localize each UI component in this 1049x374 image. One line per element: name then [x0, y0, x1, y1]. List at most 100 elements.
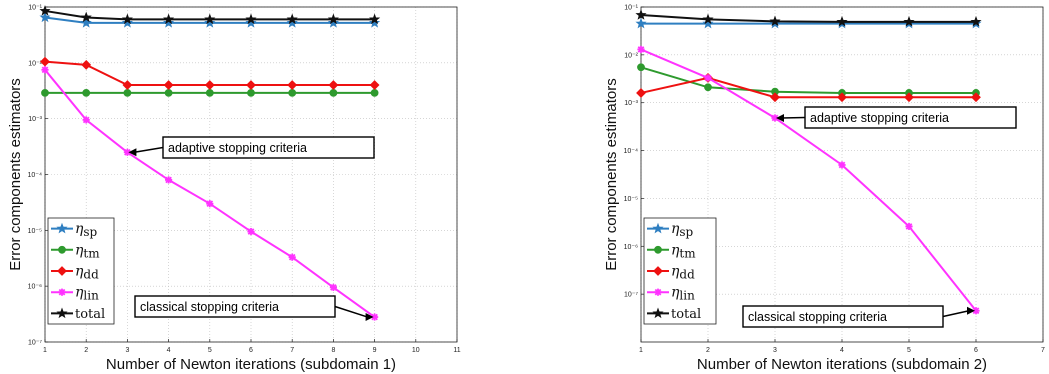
data-point: [635, 17, 647, 29]
series-total: [635, 9, 982, 27]
data-point: [82, 88, 91, 97]
series-dd: [40, 56, 380, 90]
annotation-arrow-head: [365, 313, 374, 322]
data-point: [41, 88, 49, 97]
legend-marker: [56, 222, 68, 234]
y-tick-label: 10⁻³: [28, 116, 42, 123]
data-point: [39, 11, 51, 23]
series-total: [39, 5, 381, 25]
x-tick-label: 4: [167, 347, 171, 354]
data-point: [39, 5, 51, 16]
data-point: [702, 13, 714, 25]
x-tick-label: 2: [706, 347, 710, 354]
data-point: [327, 13, 339, 25]
data-point: [80, 17, 92, 28]
data-point: [41, 66, 49, 74]
data-point: [288, 253, 296, 261]
legend-entry: ηlin: [51, 285, 99, 303]
data-point: [204, 80, 215, 90]
x-tick-label: 6: [249, 347, 253, 354]
data-point: [636, 88, 646, 98]
data-point: [123, 88, 132, 97]
y-tick-label: 10⁻²: [28, 60, 42, 67]
legend: ηsp ηtm ηdd ηlin total: [47, 217, 115, 325]
data-point: [836, 15, 848, 27]
series-line: [640, 48, 977, 312]
y-tick-label: 10⁻²: [624, 52, 638, 59]
legend-marker: [654, 288, 662, 296]
data-point: [288, 88, 297, 97]
legend-label: ηdd: [671, 264, 695, 282]
x-tick-label: 4: [840, 347, 844, 354]
axes-frame: [44, 6, 458, 343]
x-tick-label: 10: [412, 347, 420, 354]
data-point: [204, 17, 216, 28]
x-axis-label: Number of Newton iterations (subdomain 1…: [106, 356, 396, 373]
legend-entry: ηdd: [51, 264, 99, 282]
legend-marker: [652, 222, 664, 234]
legend-entry: ηtm: [51, 242, 100, 260]
series-lin: [637, 45, 980, 315]
data-point: [247, 88, 255, 97]
data-point: [904, 92, 914, 103]
legend-entry: ηtm: [647, 242, 696, 260]
series-line: [640, 14, 976, 23]
x-tick-label: 7: [1041, 347, 1045, 354]
annotation-label: classical stopping criteria: [748, 310, 887, 324]
legend-label: ηlin: [671, 285, 695, 303]
x-tick-label: 1: [43, 347, 47, 354]
chart-subdomain-2: 1 2 3 4 5 6 7 10⁻⁷ 10⁻⁶ 10⁻⁵ 10⁻⁴ 10⁻³ 10⁻² 10⁻¹ Numbe…: [603, 5, 1045, 374]
y-tick-label: 10⁻⁷: [28, 340, 42, 347]
annotation-label: classical stopping criteria: [140, 300, 279, 314]
legend-label: ηtm: [671, 242, 696, 260]
data-point: [369, 13, 381, 25]
annotation-arrow-line: [942, 310, 970, 318]
annotation: adaptive stopping criteria: [128, 136, 375, 159]
y-tick-label: 10⁻⁶: [624, 244, 638, 251]
x-tick-label: 8: [331, 347, 335, 354]
x-tick-label: 3: [125, 347, 129, 354]
data-point: [971, 92, 981, 103]
x-tick-label: 3: [773, 347, 777, 354]
legend-entry: ηdd: [647, 264, 695, 282]
x-tick-label: 5: [208, 347, 212, 354]
data-point: [637, 63, 645, 72]
legend-label: ηsp: [75, 221, 98, 239]
series-line: [640, 66, 976, 94]
axes-frame: [640, 6, 1044, 343]
data-point: [770, 92, 780, 103]
x-tick-label: 7: [290, 347, 294, 354]
y-axis-label: Error components estimators: [7, 78, 24, 271]
legend-marker: [654, 245, 662, 254]
data-point: [329, 88, 338, 97]
data-point: [328, 80, 339, 90]
data-point: [702, 17, 714, 29]
legend-entry: ηlin: [647, 285, 695, 303]
data-point: [163, 17, 175, 28]
data-point: [247, 227, 255, 236]
x-tick-label: 11: [453, 347, 460, 354]
data-point: [286, 13, 298, 25]
series-sp: [39, 11, 381, 28]
annotation: adaptive stopping criteria: [776, 106, 1017, 129]
y-tick-label: 10⁻¹: [624, 5, 638, 12]
legend: ηsp ηtm ηdd ηlin total: [643, 217, 717, 325]
data-point: [122, 80, 133, 90]
y-tick-label: 10⁻¹: [28, 5, 42, 12]
annotation-label: adaptive stopping criteria: [168, 141, 307, 155]
legend-marker: [652, 307, 664, 319]
annotation-arrow-line: [134, 146, 164, 154]
data-point: [287, 80, 298, 90]
data-point: [165, 176, 173, 184]
x-tick-label: 2: [84, 347, 88, 354]
y-tick-label: 10⁻⁶: [28, 284, 42, 291]
annotation-arrow-head: [776, 113, 784, 122]
y-tick-label: 10⁻⁷: [624, 292, 638, 299]
annotation: classical stopping criteria: [134, 295, 374, 322]
data-point: [82, 116, 90, 124]
y-axis-label: Error components estimators: [603, 78, 620, 271]
y-tick-label: 10⁻⁵: [624, 196, 638, 203]
data-point: [369, 80, 380, 90]
data-point: [970, 15, 982, 27]
